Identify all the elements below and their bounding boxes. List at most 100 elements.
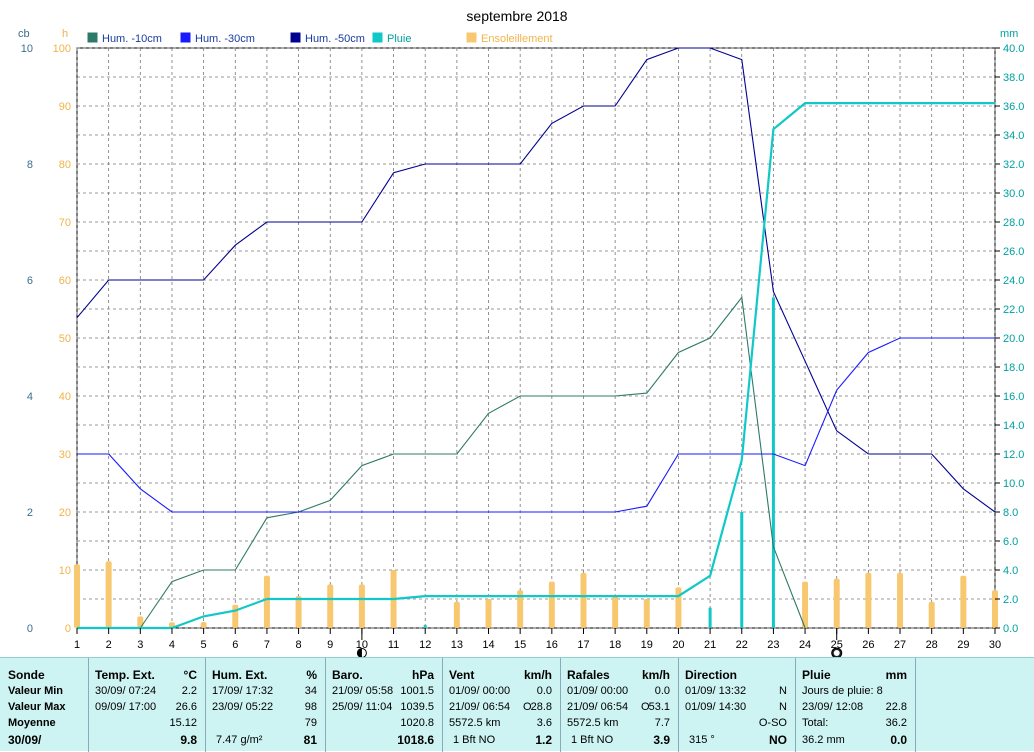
x-tick-label: 10 — [356, 639, 368, 651]
sunshine-bar — [865, 572, 872, 628]
rafales-avg: 7.7 — [654, 717, 670, 729]
sunshine-bar — [928, 601, 935, 628]
legend-label: Pluie — [387, 33, 411, 45]
direction-min-date: 01/09/ 13:32 — [685, 685, 747, 697]
sunshine-bar — [612, 596, 619, 628]
x-tick-label: 4 — [169, 639, 175, 651]
empty-column — [915, 658, 1034, 752]
x-tick-label: 11 — [388, 639, 399, 651]
baro-avg: 1020.8 — [400, 717, 434, 729]
sunshine-bar — [802, 581, 809, 628]
right-tick-label: 28.0 — [1003, 217, 1024, 229]
labels-column: Sonde Valeur Min Valeur Max Moyenne 30/0… — [0, 658, 88, 752]
temp-avg: 15.12 — [169, 717, 197, 729]
x-tick-label: 5 — [201, 639, 207, 651]
x-tick-label: 27 — [894, 639, 906, 651]
label-max: Valeur Max — [8, 701, 66, 713]
left-outer-tick-label: 10 — [21, 43, 33, 55]
direction-max-date: 01/09/ 14:30 — [685, 701, 747, 713]
rafales-max-value: 53.1 — [648, 701, 670, 713]
left-inner-tick-label: 70 — [59, 217, 71, 229]
temp-unit: °C — [183, 668, 197, 682]
right-tick-label: 18.0 — [1003, 362, 1024, 374]
hum-avg: 79 — [304, 717, 317, 729]
x-tick-label: 25 — [831, 639, 843, 651]
vent-min-date: 01/09/ 00:00 — [449, 685, 511, 697]
rafales-beaufort: 1 Bft NO — [571, 734, 614, 746]
right-tick-label: 26.0 — [1003, 246, 1024, 258]
baro-unit: hPa — [411, 668, 434, 682]
left-inner-tick-label: 90 — [59, 101, 71, 113]
rafales-min-date: 01/09/ 00:00 — [567, 685, 629, 697]
hum-min-value: 34 — [304, 685, 317, 697]
right-tick-label: 14.0 — [1003, 420, 1024, 432]
vent-beaufort: 1 Bft NO — [453, 734, 496, 746]
weather-chart: septembre 2018 Hum. -10cm Hum. -30cm Hum. … — [18, 8, 1024, 657]
pluie-month: 36.2 mm — [802, 734, 845, 746]
legend-swatch — [290, 32, 301, 43]
left-outer-tick-label: 2 — [27, 507, 33, 519]
left-outer-tick-label: 4 — [27, 391, 33, 403]
legend-swatch — [87, 32, 98, 43]
x-tick-label: 23 — [767, 639, 779, 651]
x-tick-label: 14 — [482, 639, 494, 651]
x-tick-label: 9 — [327, 639, 333, 651]
sunshine-bar — [263, 575, 270, 628]
right-tick-label: 16.0 — [1003, 391, 1024, 403]
stats-table: Sonde Valeur Min Valeur Max Moyenne 30/0… — [0, 657, 1034, 752]
right-tick-label: 38.0 — [1003, 72, 1024, 84]
left-inner-tick-label: 60 — [59, 275, 71, 287]
pluie-max-date: 23/09/ 12:08 — [802, 701, 864, 713]
vent-avg: 3.6 — [536, 717, 552, 729]
vent-current: 1.2 — [535, 733, 552, 747]
vent-max-date: 21/09/ 06:54 — [449, 701, 511, 713]
rain-bar — [740, 512, 744, 628]
series-line-hum-10cm — [77, 296, 806, 629]
hum-title: Hum. Ext. — [212, 668, 268, 682]
bars-layer — [74, 297, 998, 628]
temp-max-date: 09/09/ 17:00 — [95, 701, 157, 713]
hum-max-date: 23/09/ 05:22 — [212, 701, 274, 713]
left-inner-tick-label: 40 — [59, 391, 71, 403]
hum-unit: % — [306, 668, 317, 682]
series-line-hum-50cm — [76, 47, 996, 513]
x-tick-label: 6 — [232, 639, 238, 651]
sunshine-bar — [675, 587, 682, 628]
right-axis-label: mm — [1000, 28, 1018, 40]
sunshine-bar — [992, 590, 998, 628]
right-tick-label: 30.0 — [1003, 188, 1024, 200]
sunshine-bar — [295, 596, 302, 628]
left-outer-tick-label: 8 — [27, 159, 33, 171]
rain-bar — [771, 297, 775, 628]
x-tick-label: 19 — [641, 639, 653, 651]
pluie-column: Pluie mm Jours de pluie: 8 23/09/ 12:08 … — [795, 658, 915, 752]
sunshine-bar — [74, 564, 80, 628]
left-outer-tick-label: 0 — [27, 623, 33, 635]
label-date: 30/09/ — [8, 733, 42, 747]
temp-min-value: 2.2 — [181, 685, 197, 697]
x-tick-label: 22 — [736, 639, 748, 651]
right-tick-label: 12.0 — [1003, 449, 1024, 461]
axes-layer: 0.0 2.0 4.0 6.0 8.0 10.0 12.0 14.0 16.0 18.0 20.0 2… — [21, 43, 1024, 657]
right-tick-label: 24.0 — [1003, 275, 1024, 287]
x-tick-label: 18 — [609, 639, 621, 651]
temp-title: Temp. Ext. — [95, 668, 155, 682]
sunshine-bar — [453, 601, 460, 628]
left-inner-tick-label: 20 — [59, 507, 71, 519]
direction-degrees: 315 ° — [689, 734, 715, 746]
pluie-total-value: 36.2 — [885, 717, 907, 729]
temp-max-value: 26.6 — [175, 701, 197, 713]
moon-shade — [357, 648, 362, 657]
legend-swatch — [372, 32, 383, 43]
rafales-max-direction: O — [641, 701, 650, 713]
x-tick-label: 1 — [74, 639, 80, 651]
right-tick-label: 34.0 — [1003, 130, 1024, 142]
x-tick-label: 2 — [106, 639, 112, 651]
label-min: Valeur Min — [8, 685, 64, 697]
x-tick-label: 16 — [546, 639, 558, 651]
sunshine-bar — [327, 584, 334, 628]
sunshine-bar — [833, 578, 840, 628]
sunshine-bar — [232, 604, 239, 628]
pluie-current: 0.0 — [890, 733, 907, 747]
chart-title: septembre 2018 — [466, 8, 567, 24]
